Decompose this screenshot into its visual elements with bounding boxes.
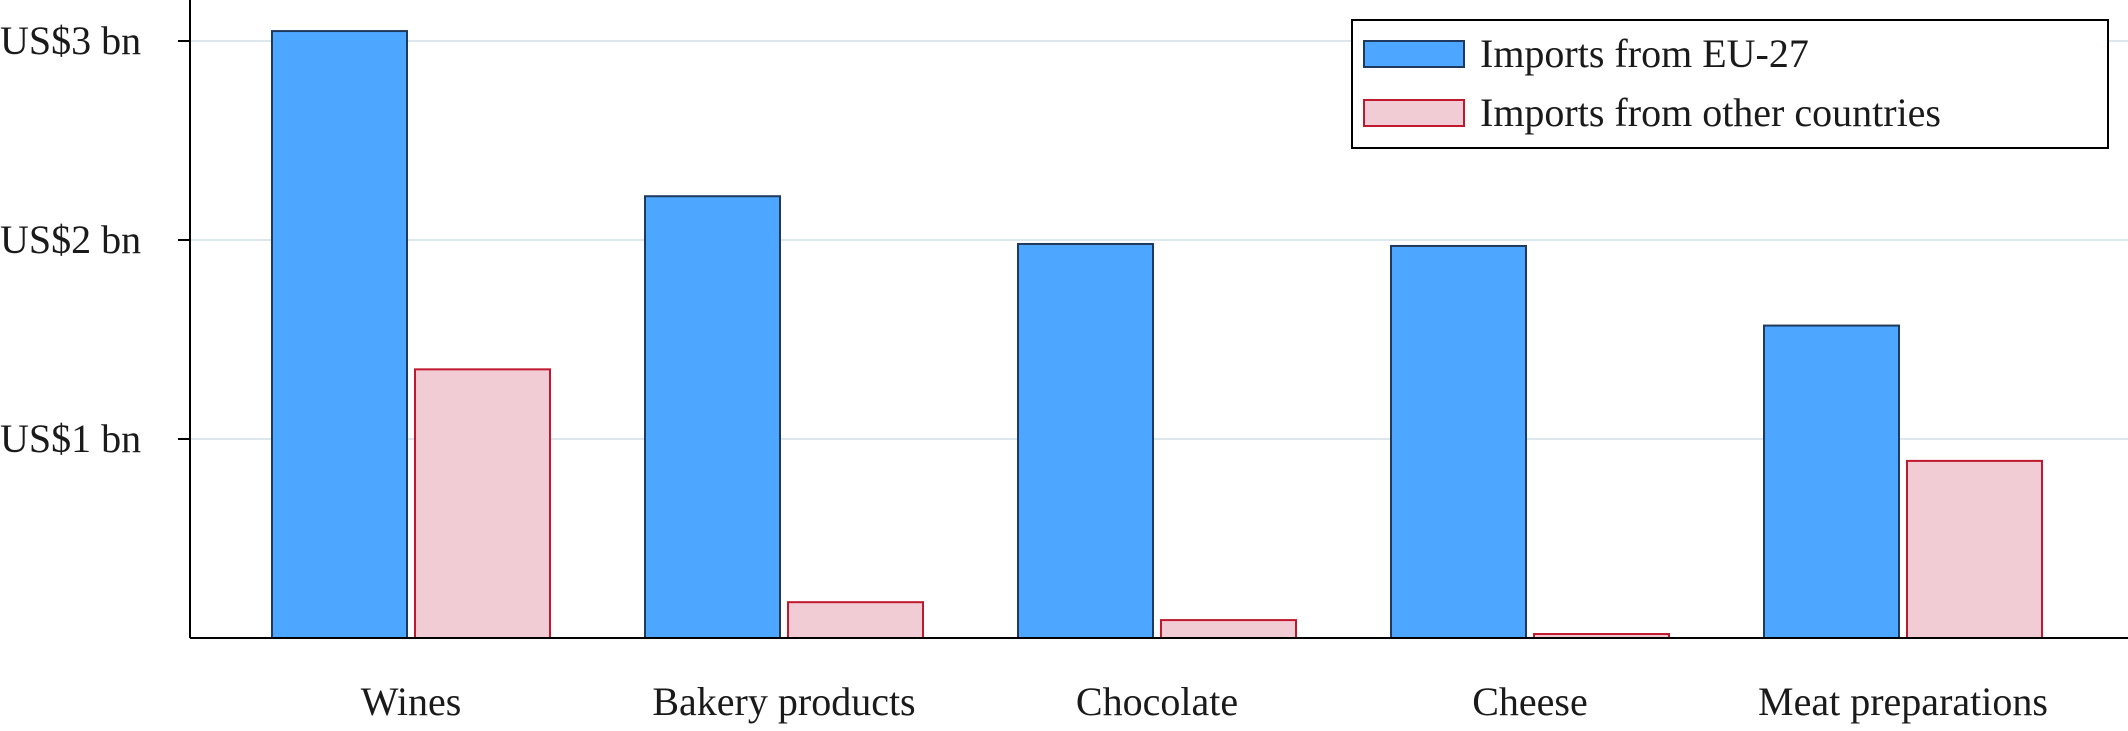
x-category-label: Wines xyxy=(361,679,462,724)
legend-swatch-other xyxy=(1363,99,1465,127)
bar-other-wines xyxy=(414,368,551,639)
y-tick-labels: US$1 bn US$2 bn US$3 bn xyxy=(0,18,141,461)
bar-eu27-cheese xyxy=(1390,244,1527,639)
legend-swatch-eu27 xyxy=(1363,40,1465,68)
legend-label-other: Imports from other countries xyxy=(1480,90,1941,135)
bar-eu27-bakery-products xyxy=(644,195,781,639)
legend-label-eu27: Imports from EU-27 xyxy=(1480,31,1809,76)
legend: Imports from EU-27 Imports from other cou… xyxy=(1351,19,2109,149)
x-category-label: Chocolate xyxy=(1076,679,1238,724)
y-tick-label: US$2 bn xyxy=(0,217,141,262)
legend-box xyxy=(1351,19,2109,149)
bar-eu27-meat-preparations xyxy=(1763,324,1900,639)
x-category-label: Meat preparations xyxy=(1758,679,2048,724)
y-tick-label: US$1 bn xyxy=(0,416,141,461)
bar-eu27-wines xyxy=(271,30,408,640)
y-tick-label: US$3 bn xyxy=(0,18,141,63)
axes xyxy=(178,0,2128,639)
x-category-label: Bakery products xyxy=(652,679,915,724)
bar-other-bakery-products xyxy=(787,601,924,639)
x-category-label: Cheese xyxy=(1472,679,1588,724)
bar-other-chocolate xyxy=(1160,619,1297,640)
bars xyxy=(271,30,2043,640)
x-category-labels: Wines Bakery products Chocolate Cheese Meat … xyxy=(361,679,2048,724)
bar-other-meat-preparations xyxy=(1906,459,2043,640)
bar-eu27-chocolate xyxy=(1017,242,1154,639)
